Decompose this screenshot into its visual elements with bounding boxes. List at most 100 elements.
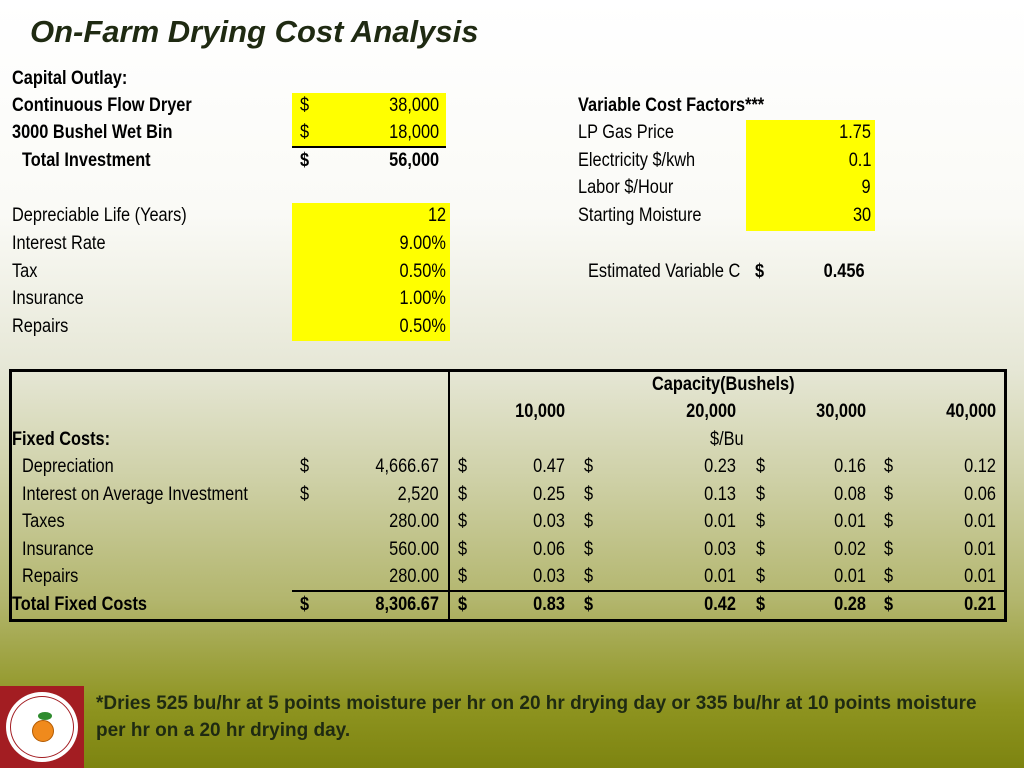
cell-currency: $ xyxy=(458,594,468,615)
estimated-variable-value: 0.456 xyxy=(824,261,865,282)
capital-value: 38,000 xyxy=(389,95,439,116)
variable-highlight xyxy=(746,120,875,231)
table-total-divider xyxy=(292,590,1006,592)
cell-value: 0.03 xyxy=(704,539,736,560)
cell-currency: $ xyxy=(458,511,468,532)
cell-currency: $ xyxy=(884,511,894,532)
orange-icon xyxy=(32,720,54,742)
parameter-label: Interest Rate xyxy=(12,233,106,254)
parameter-label: Repairs xyxy=(12,316,69,337)
organization-logo xyxy=(0,686,84,768)
variable-value: 9 xyxy=(861,177,871,198)
variable-value: 30 xyxy=(852,205,871,226)
cell-currency: $ xyxy=(756,594,766,615)
estimated-variable-currency: $ xyxy=(755,261,765,282)
cell-value: 0.21 xyxy=(964,594,996,615)
cell-currency: $ xyxy=(756,456,766,477)
cell-currency: $ xyxy=(458,484,468,505)
parameter-value: 0.50% xyxy=(399,261,446,282)
cell-currency: $ xyxy=(884,539,894,560)
unit-label: $/Bu xyxy=(710,429,744,450)
cell-currency: $ xyxy=(584,456,594,477)
column-header: 20,000 xyxy=(686,401,736,422)
total-investment-label: Total Investment xyxy=(22,150,151,171)
capital-value: 18,000 xyxy=(389,122,439,143)
parameter-value: 9.00% xyxy=(399,233,446,254)
orange-fruit-seal-icon xyxy=(6,692,78,762)
cell-value: 0.08 xyxy=(834,484,866,505)
parameter-value: 1.00% xyxy=(399,288,446,309)
capital-outlay-heading: Capital Outlay: xyxy=(12,68,128,89)
parameter-value: 12 xyxy=(427,205,446,226)
cell-value: 0.01 xyxy=(834,566,866,587)
cell-currency: $ xyxy=(756,484,766,505)
cell-value: 0.83 xyxy=(533,594,565,615)
footnote: *Dries 525 bu/hr at 5 points moisture pe… xyxy=(96,693,977,741)
capacity-header: Capacity(Bushels) xyxy=(652,374,795,395)
cell-currency: $ xyxy=(458,539,468,560)
cell-value: 0.01 xyxy=(964,539,996,560)
cell-value: 0.01 xyxy=(704,511,736,532)
variable-label: LP Gas Price xyxy=(578,122,674,143)
cell-value: 0.06 xyxy=(964,484,996,505)
parameter-label: Depreciable Life (Years) xyxy=(12,205,187,226)
total-row-currency: $ xyxy=(300,594,310,615)
variable-value: 0.1 xyxy=(848,150,871,171)
cell-value: 0.28 xyxy=(834,594,866,615)
cell-currency: $ xyxy=(884,456,894,477)
row-total-currency: $ xyxy=(300,456,310,477)
row-label: Taxes xyxy=(22,511,65,532)
estimated-variable-label: Estimated Variable C xyxy=(588,261,741,282)
cell-currency: $ xyxy=(884,566,894,587)
cell-currency: $ xyxy=(584,566,594,587)
cell-value: 0.13 xyxy=(704,484,736,505)
capital-currency: $ xyxy=(300,122,310,143)
cell-currency: $ xyxy=(756,566,766,587)
row-label: Interest on Average Investment xyxy=(22,484,248,505)
total-row-total: 8,306.67 xyxy=(375,594,439,615)
column-header: 40,000 xyxy=(946,401,996,422)
row-total: 280.00 xyxy=(389,566,439,587)
cell-currency: $ xyxy=(458,456,468,477)
parameter-value: 0.50% xyxy=(399,316,446,337)
fixed-costs-table xyxy=(9,369,1007,622)
cell-currency: $ xyxy=(584,594,594,615)
variable-label: Electricity $/kwh xyxy=(578,150,696,171)
table-column-divider xyxy=(448,370,450,620)
row-total: 4,666.67 xyxy=(375,456,439,477)
parameters-highlight xyxy=(292,203,450,341)
cell-currency: $ xyxy=(458,566,468,587)
cell-value: 0.01 xyxy=(834,511,866,532)
capital-highlight xyxy=(292,93,446,147)
cell-value: 0.03 xyxy=(533,511,565,532)
row-total: 2,520 xyxy=(398,484,439,505)
cell-currency: $ xyxy=(884,594,894,615)
cell-currency: $ xyxy=(756,539,766,560)
variable-label: Labor $/Hour xyxy=(578,177,674,198)
cell-value: 0.01 xyxy=(964,566,996,587)
leaf-icon xyxy=(38,712,52,720)
cell-currency: $ xyxy=(584,511,594,532)
cell-value: 0.23 xyxy=(704,456,736,477)
total-row-label: Total Fixed Costs xyxy=(12,594,147,615)
cell-currency: $ xyxy=(756,511,766,532)
page-title: On-Farm Drying Cost Analysis xyxy=(30,14,479,49)
cell-currency: $ xyxy=(584,539,594,560)
cell-value: 0.06 xyxy=(533,539,565,560)
cell-value: 0.01 xyxy=(704,566,736,587)
cell-value: 0.25 xyxy=(533,484,565,505)
capital-label: Continuous Flow Dryer xyxy=(12,95,192,116)
parameter-label: Tax xyxy=(12,261,38,282)
cell-value: 0.02 xyxy=(834,539,866,560)
cell-value: 0.01 xyxy=(964,511,996,532)
capital-currency: $ xyxy=(300,95,310,116)
total-investment-value: 56,000 xyxy=(389,150,439,171)
cell-value: 0.03 xyxy=(533,566,565,587)
row-label: Repairs xyxy=(22,566,79,587)
variable-cost-heading: Variable Cost Factors*** xyxy=(578,95,765,116)
column-header: 30,000 xyxy=(816,401,866,422)
row-label: Depreciation xyxy=(22,456,114,477)
row-total: 560.00 xyxy=(389,539,439,560)
parameter-label: Insurance xyxy=(12,288,84,309)
capital-label: 3000 Bushel Wet Bin xyxy=(12,122,173,143)
